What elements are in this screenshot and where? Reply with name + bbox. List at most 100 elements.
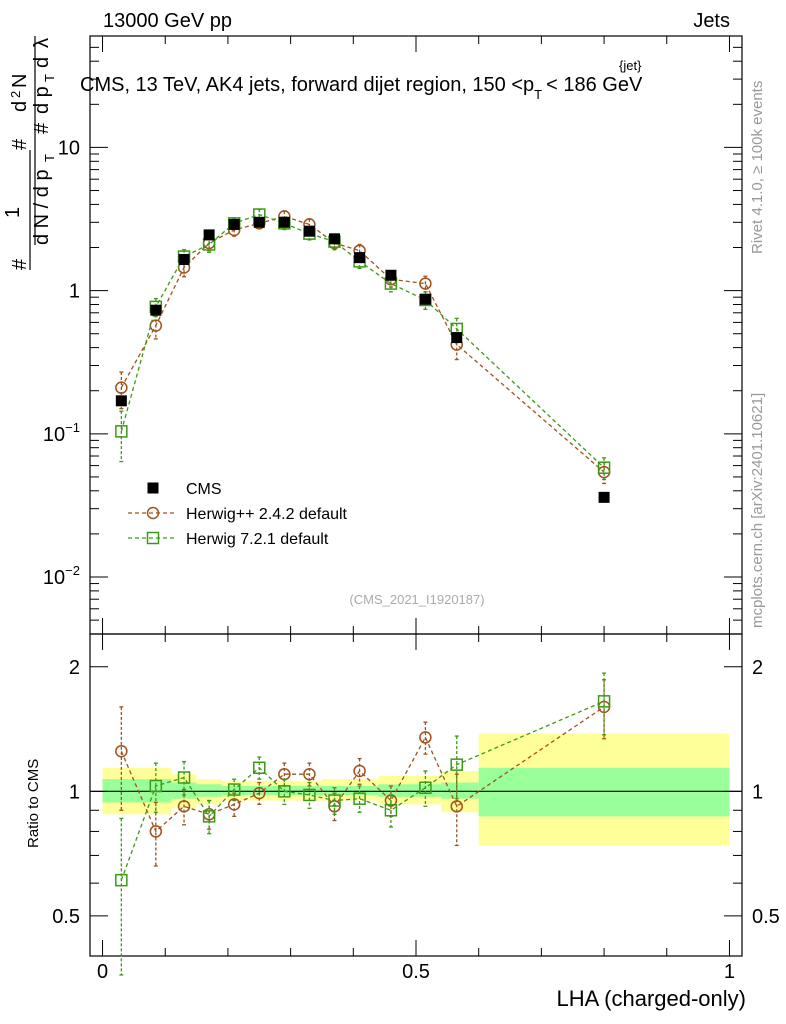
herwigpp-ratio-point <box>253 786 266 800</box>
cms-point <box>385 269 397 281</box>
herwigpp-ratio-point <box>303 767 316 781</box>
herwigpp-ratio-point <box>227 798 241 811</box>
ratio-y-tick-label: 1 <box>69 781 80 803</box>
herwig7-ratio-point <box>384 804 398 817</box>
legend-marker <box>146 506 160 520</box>
cms-point <box>178 253 190 265</box>
svg-text:d: d <box>9 101 31 112</box>
analysis-watermark: (CMS_2021_I1920187) <box>349 592 484 607</box>
herwigpp-point <box>115 381 128 394</box>
y-tick-base: 10 <box>43 567 65 589</box>
y-tick-base: 10 <box>58 137 80 159</box>
cms-point <box>228 218 240 230</box>
plot-title-end: < 186 GeV <box>546 74 643 96</box>
ratio-band-inner <box>478 767 730 817</box>
y-tick-base: 10 <box>43 424 65 446</box>
cms-point <box>303 225 315 237</box>
legend-label: Herwig++ 2.4.2 default <box>186 506 348 523</box>
ratio-band-inner <box>441 782 479 799</box>
legend: CMS Herwig++ 2.4.2 default Herwig 7.2.1 de… <box>128 481 348 548</box>
herwig7-ratio-point <box>115 873 128 887</box>
herwig7-ratio-point <box>278 785 291 798</box>
y-tick-base: 1 <box>69 281 80 303</box>
herwigpp-point <box>149 319 163 332</box>
herwig7-ratio-point <box>303 788 316 802</box>
svg-text:d N / d p: d N / d p <box>31 169 53 245</box>
herwig7-ratio-point <box>177 771 191 784</box>
y-tick-label: 1 <box>69 281 80 303</box>
herwigpp-ratio-point <box>177 800 191 813</box>
herwig7-ratio-point <box>149 779 163 793</box>
herwig7-point <box>597 461 611 474</box>
ratio-y-tick-label-right: 0.5 <box>752 906 780 928</box>
cms-point <box>150 304 162 316</box>
svg-text:N: N <box>9 74 31 88</box>
herwigpp-ratio-point <box>450 800 463 813</box>
svg-text:d: d <box>31 57 53 68</box>
y-tick-exp: −1 <box>65 420 80 435</box>
svg-text:#: # <box>9 258 31 270</box>
y-tick-label: 10 <box>58 137 80 159</box>
ratio-y-tick-label-right: 1 <box>752 781 763 803</box>
ratio-y-tick-label-right: 2 <box>752 657 763 679</box>
herwig7-ratio-point <box>253 761 266 775</box>
ratio-y-tick-label: 2 <box>69 657 80 679</box>
header-left-label: 13000 GeV pp <box>103 10 232 32</box>
ratio-plot-marks <box>115 672 611 976</box>
y-tick-label: 10−2 <box>43 563 80 589</box>
cms-point <box>354 252 366 264</box>
svg-text:λ: λ <box>31 38 53 48</box>
cms-point <box>115 395 127 407</box>
plot-title: CMS, 13 TeV, AK4 jets, forward dijet reg… <box>80 74 643 102</box>
herwig7-ratio-point <box>328 794 341 807</box>
ratio-y-tick-label: 0.5 <box>52 906 80 928</box>
plot-title-sup: {jet} <box>619 58 642 73</box>
herwig7-ratio-point <box>353 792 366 805</box>
svg-text:T: T <box>42 74 57 82</box>
y-tick-label: 10−1 <box>43 420 80 446</box>
legend-label: Herwig 7.2.1 default <box>186 531 329 548</box>
herwig7-ratio-point <box>227 783 241 796</box>
svg-text:1: 1 <box>2 207 24 218</box>
svg-text:2: 2 <box>8 91 23 98</box>
ratio-band-inner <box>378 784 442 797</box>
plot-title-main: CMS, 13 TeV, AK4 jets, forward dijet reg… <box>80 74 534 96</box>
ratio-band-inner <box>196 784 222 797</box>
cms-point <box>203 229 215 241</box>
ratio-ylabel: Ratio to CMS <box>25 759 42 848</box>
x-tick-label: 1 <box>724 961 735 983</box>
herwigpp-ratio-line <box>120 706 605 833</box>
rivet-version-label: Rivet 4.1.0, ≥ 100k events <box>749 81 766 254</box>
herwigpp-point <box>419 277 432 290</box>
ratio-band-inner <box>321 786 379 795</box>
svg-text:T: T <box>42 154 57 162</box>
legend-marker <box>146 531 160 545</box>
svg-text:#: # <box>31 122 53 134</box>
x-tick-label: 0.5 <box>402 961 430 983</box>
herwig7-point <box>115 425 128 438</box>
x-tick-label: 0 <box>97 961 108 983</box>
svg-text:d p: d p <box>31 86 53 114</box>
herwigpp-ratio-point <box>149 825 163 838</box>
plot-title-sub: T <box>534 87 542 102</box>
herwig7-ratio-point <box>597 695 611 708</box>
main-ylabel: # d N / d p T 1 # d 2 N # d p T d λ <box>2 36 57 270</box>
cms-point <box>598 491 610 503</box>
cms-point <box>329 233 340 245</box>
herwig7-ratio-point <box>419 781 432 795</box>
herwig7-ratio-point <box>450 758 463 771</box>
cms-point <box>451 332 463 344</box>
cms-point <box>278 216 290 228</box>
ratio-uncertainty-bands <box>102 733 730 846</box>
svg-text:#: # <box>9 138 31 150</box>
legend-marker <box>147 482 159 494</box>
y-tick-exp: −2 <box>65 563 80 578</box>
herwig7-ratio-point <box>202 810 216 823</box>
herwigpp-ratio-point <box>115 744 128 758</box>
herwigpp-ratio-point <box>419 731 432 744</box>
mcplots-label: mcplots.cern.ch [arXiv:2401.10621] <box>749 393 766 628</box>
cms-point <box>419 293 431 305</box>
herwigpp-ratio-point <box>353 764 366 778</box>
